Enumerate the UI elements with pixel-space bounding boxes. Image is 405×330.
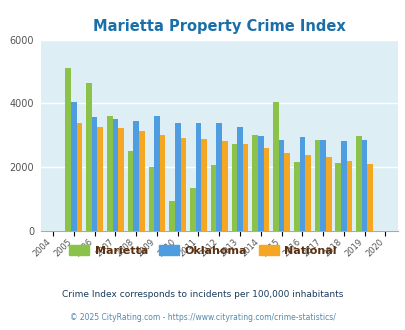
Bar: [92, 117, 97, 231]
Bar: [195, 123, 201, 231]
Bar: [180, 139, 185, 231]
Bar: [340, 141, 346, 231]
Bar: [148, 167, 154, 231]
Bar: [355, 136, 361, 231]
Bar: [201, 140, 207, 231]
Bar: [263, 148, 269, 231]
Bar: [242, 144, 248, 231]
Legend: Marietta, Oklahoma, National: Marietta, Oklahoma, National: [65, 241, 340, 260]
Bar: [237, 127, 242, 231]
Bar: [107, 116, 112, 231]
Bar: [222, 141, 227, 231]
Bar: [361, 140, 367, 231]
Bar: [299, 137, 305, 231]
Bar: [139, 130, 144, 231]
Bar: [231, 144, 237, 231]
Bar: [278, 140, 284, 231]
Bar: [71, 102, 77, 231]
Bar: [118, 128, 124, 231]
Bar: [175, 123, 180, 231]
Bar: [284, 153, 289, 231]
Bar: [65, 68, 71, 231]
Bar: [367, 164, 372, 231]
Bar: [305, 155, 310, 231]
Bar: [97, 127, 103, 231]
Bar: [86, 83, 92, 231]
Bar: [325, 157, 331, 231]
Bar: [169, 201, 175, 231]
Bar: [320, 140, 325, 231]
Bar: [346, 161, 352, 231]
Bar: [314, 140, 320, 231]
Bar: [335, 163, 340, 231]
Bar: [77, 123, 82, 231]
Bar: [190, 188, 195, 231]
Bar: [133, 121, 139, 231]
Bar: [273, 102, 278, 231]
Text: © 2025 CityRating.com - https://www.cityrating.com/crime-statistics/: © 2025 CityRating.com - https://www.city…: [70, 313, 335, 322]
Bar: [293, 162, 299, 231]
Bar: [257, 136, 263, 231]
Bar: [252, 135, 257, 231]
Bar: [128, 151, 133, 231]
Bar: [159, 135, 165, 231]
Bar: [210, 165, 216, 231]
Bar: [112, 119, 118, 231]
Title: Marietta Property Crime Index: Marietta Property Crime Index: [93, 19, 345, 34]
Bar: [154, 116, 159, 231]
Bar: [216, 123, 222, 231]
Text: Crime Index corresponds to incidents per 100,000 inhabitants: Crime Index corresponds to incidents per…: [62, 290, 343, 299]
